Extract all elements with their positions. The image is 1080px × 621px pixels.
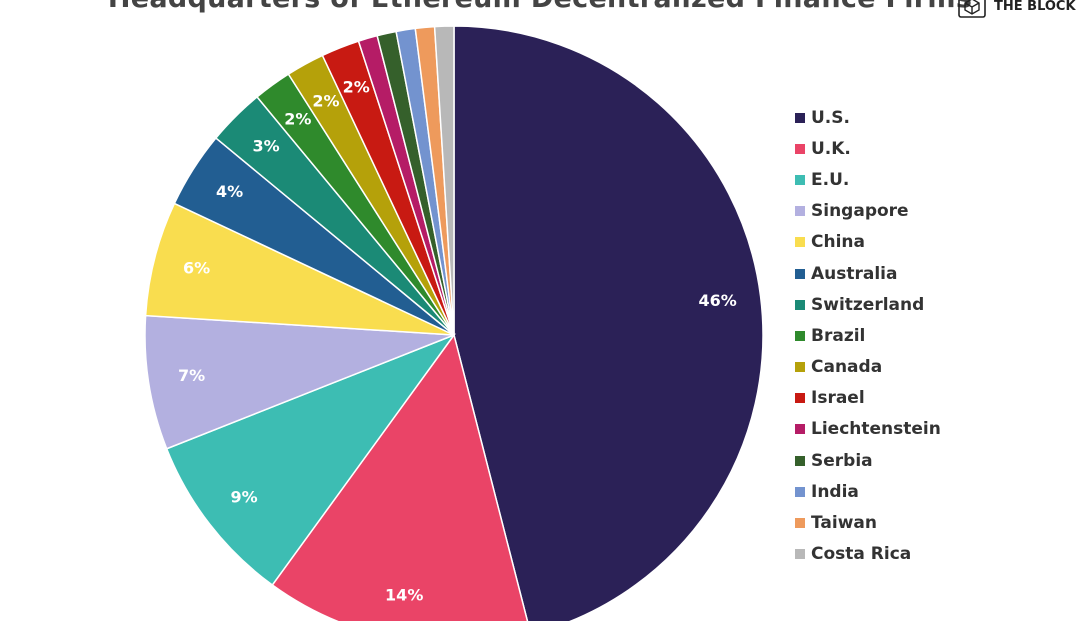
legend-label: E.U. [811,169,850,190]
slice-label-u-k: 14% [385,586,423,605]
slice-label-singapore: 7% [178,366,205,385]
legend-label: Israel [811,388,865,409]
legend-label: U.S. [811,107,850,128]
legend-label: Canada [811,357,883,378]
chart-title: Headquarters of Ethereum Decentralized F… [0,0,1080,14]
legend-item-brazil: Brazil [795,320,941,351]
legend-label: China [811,232,865,253]
legend-item-taiwan: Taiwan [795,507,941,538]
legend-item-costa-rica: Costa Rica [795,539,941,570]
legend-swatch [795,299,805,310]
legend-swatch [795,330,805,341]
legend-label: Switzerland [811,294,925,315]
slice-label-australia: 4% [216,182,243,201]
brand-logo: THE BLOCK [958,0,1076,18]
slice-label-brazil: 2% [284,110,311,129]
legend-label: Australia [811,263,898,284]
legend-swatch [795,549,805,560]
pie-slice-u-s [453,25,764,621]
brand-name: THE BLOCK [994,0,1076,14]
legend-item-serbia: Serbia [795,445,941,476]
legend-item-india: India [795,476,941,507]
slice-label-canada: 2% [312,92,339,111]
legend-swatch [795,237,805,248]
chart-legend: U.S. U.K. E.U. Singapore China Australia Switz… [795,102,941,570]
slice-label-china: 6% [183,258,210,277]
legend-swatch [795,486,805,497]
slice-label-e-u: 9% [230,487,257,506]
legend-swatch [795,112,805,123]
legend-swatch [795,362,805,373]
slice-label-israel: 2% [343,77,370,96]
the-block-cube-logo [958,0,986,18]
pie-slice-u-k [271,333,529,621]
legend-item-e-u: E.U. [795,164,941,195]
legend-label: India [811,481,859,502]
legend-item-switzerland: Switzerland [795,289,941,320]
legend-label: Brazil [811,325,866,346]
legend-swatch [795,455,805,466]
legend-swatch [795,518,805,529]
legend-item-china: China [795,227,941,258]
legend-item-u-s: U.S. [795,102,941,133]
legend-label: Liechtenstein [811,419,941,440]
legend-item-u-k: U.K. [795,133,941,164]
pie-slice-costa-rica [433,25,455,336]
legend-item-singapore: Singapore [795,196,941,227]
slice-label-switzerland: 3% [253,137,280,156]
legend-item-israel: Israel [795,383,941,414]
legend-swatch [795,206,805,217]
legend-label: Costa Rica [811,544,912,565]
slice-label-u-s: 46% [698,291,736,310]
legend-swatch [795,393,805,404]
legend-label: Serbia [811,450,873,471]
legend-label: U.K. [811,138,851,159]
pie-slice-singapore [144,314,455,450]
legend-swatch [795,143,805,154]
legend-label: Singapore [811,201,909,222]
legend-item-australia: Australia [795,258,941,289]
legend-swatch [795,424,805,435]
legend-label: Taiwan [811,513,877,534]
legend-item-liechtenstein: Liechtenstein [795,414,941,445]
legend-swatch [795,174,805,185]
pie-slice-e-u [165,333,457,587]
legend-swatch [795,268,805,279]
legend-item-canada: Canada [795,352,941,383]
